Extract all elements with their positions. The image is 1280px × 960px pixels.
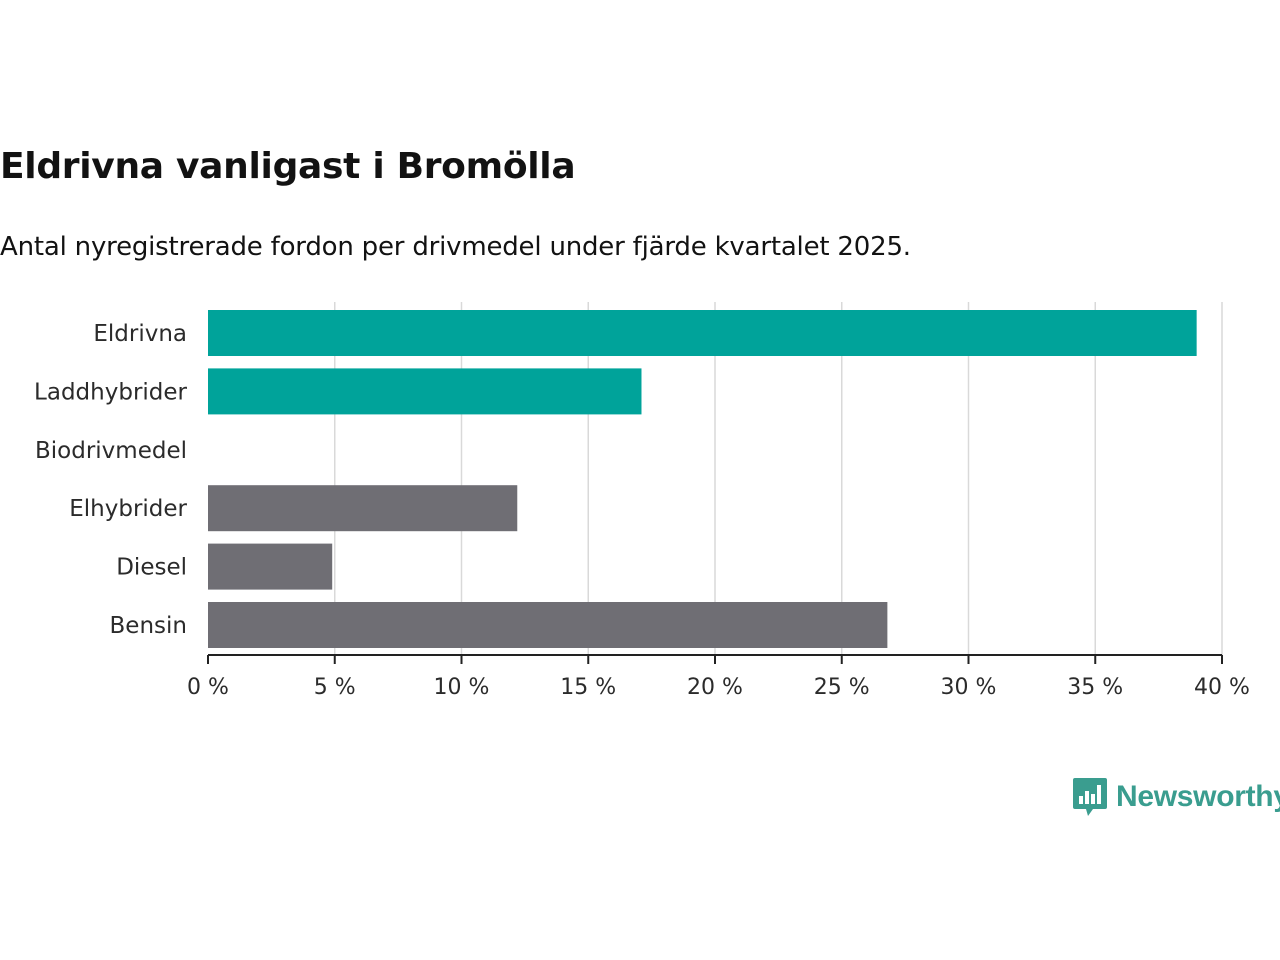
bar-bensin — [208, 602, 888, 648]
logo-text: Newsworthy — [1116, 780, 1280, 813]
bar-laddhybrider — [208, 368, 642, 415]
chart-subtitle: Antal nyregistrerade fordon per drivmede… — [0, 232, 911, 262]
chart-title: Eldrivna vanligast i Bromölla — [0, 146, 576, 187]
category-label-biodrivmedel: Biodrivmedel — [35, 438, 187, 464]
category-labels: Eldrivna Laddhybrider Biodrivmedel Elhybrid… — [34, 321, 187, 639]
category-label-bensin: Bensin — [110, 613, 187, 639]
x-tick-label-25: 25 % — [814, 675, 870, 700]
bar-diesel — [208, 543, 333, 590]
category-label-diesel: Diesel — [116, 555, 187, 581]
x-tick-label-10: 10 % — [434, 675, 490, 700]
bar-chart: Eldrivna Laddhybrider Biodrivmedel Elhybrid… — [34, 302, 1250, 700]
gridlines — [334, 302, 1223, 655]
bar-elhybrider — [208, 485, 518, 532]
bar-eldrivna — [208, 310, 1197, 356]
newsworthy-logo: Newsworthy — [1072, 776, 1280, 818]
x-axis: 0 % 5 % 10 % 15 % 20 % 25 % 30 % 35 % 40 % — [187, 654, 1250, 700]
category-label-eldrivna: Eldrivna — [93, 321, 187, 347]
category-label-elhybrider: Elhybrider — [69, 496, 187, 522]
x-tick-label-15: 15 % — [560, 675, 616, 700]
x-tick-label-0: 0 % — [187, 675, 229, 700]
bars — [208, 310, 1197, 648]
x-tick-label-40: 40 % — [1194, 675, 1250, 700]
x-tick-label-30: 30 % — [941, 675, 997, 700]
category-label-laddhybrider: Laddhybrider — [34, 379, 187, 405]
x-tick-label-35: 35 % — [1067, 675, 1123, 700]
x-tick-label-20: 20 % — [687, 675, 743, 700]
bar-chart-speech-bubble-icon — [1073, 778, 1107, 816]
x-tick-label-5: 5 % — [314, 675, 356, 700]
